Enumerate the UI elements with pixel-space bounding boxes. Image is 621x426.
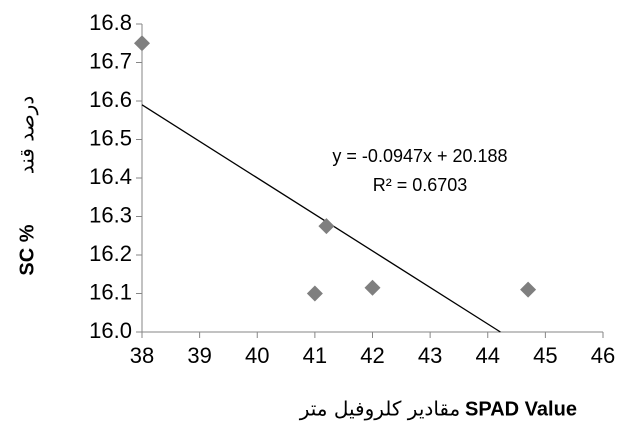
x-tick-label: 43 — [418, 343, 442, 368]
point — [520, 281, 537, 298]
point — [364, 279, 381, 296]
x-tick-label: 45 — [533, 343, 557, 368]
y-axis-label-arabic: درصد قند — [15, 96, 39, 175]
y-tick-label: 16.5 — [89, 125, 132, 150]
x-tick-label: 46 — [591, 343, 615, 368]
x-tick-label: 41 — [303, 343, 327, 368]
x-axis-label-arabic: مقادير كلروفيل متر — [299, 397, 461, 421]
r-squared: R² = 0.6703 — [373, 175, 468, 195]
point — [306, 285, 323, 302]
y-tick-label: 16.4 — [89, 164, 132, 189]
trendline — [141, 104, 501, 333]
x-axis-label: SPAD Value — [465, 398, 577, 420]
x-tick-label: 42 — [360, 343, 384, 368]
y-tick-label: 16.0 — [89, 318, 132, 343]
point — [318, 218, 335, 235]
point — [134, 35, 150, 52]
x-tick-label: 39 — [187, 343, 211, 368]
x-tick-label: 40 — [245, 343, 269, 368]
y-axis-label: SC % — [16, 224, 38, 275]
equation: y = -0.0947x + 20.188 — [332, 146, 507, 166]
y-tick-label: 16.3 — [89, 202, 132, 227]
x-tick-label: 38 — [130, 343, 154, 368]
y-tick-label: 16.1 — [89, 279, 132, 304]
y-tick-label: 16.6 — [89, 87, 132, 112]
y-tick-label: 16.8 — [89, 10, 132, 35]
x-tick-label: 44 — [476, 343, 500, 368]
y-tick-label: 16.2 — [89, 241, 132, 266]
y-tick-label: 16.7 — [89, 48, 132, 73]
